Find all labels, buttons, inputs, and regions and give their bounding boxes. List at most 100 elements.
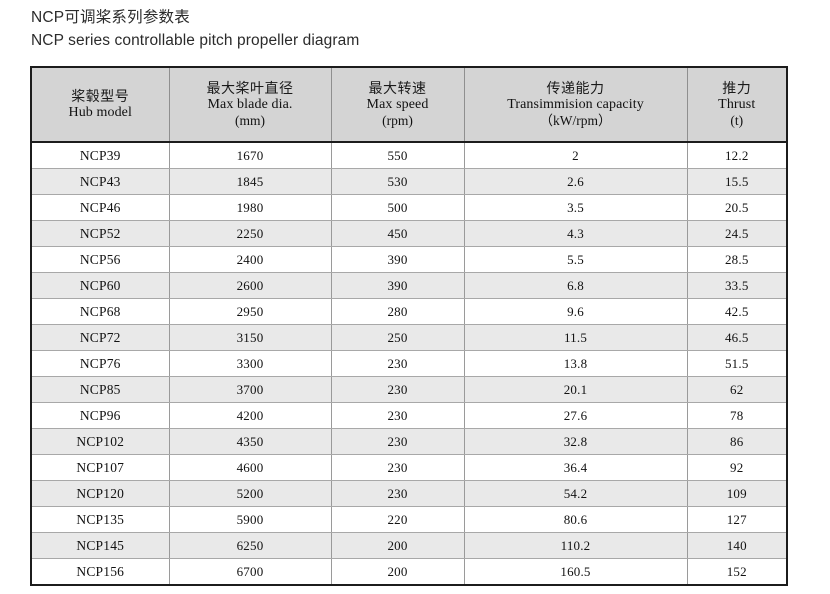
cell-max-speed: 230	[331, 480, 465, 507]
cell-thrust: 140	[687, 532, 787, 559]
table-row: NCP156 6700 200 160.5 152	[31, 558, 787, 585]
cell-max-blade-dia: 2950	[169, 298, 332, 325]
table-row: NCP85 3700 230 20.1 62	[31, 376, 787, 403]
cell-transmission-capacity: 3.5	[464, 194, 688, 221]
cell-hub-model: NCP120	[31, 480, 170, 507]
cell-max-speed: 450	[331, 220, 465, 247]
column-header-hub-model: 桨毂型号 Hub model	[31, 67, 170, 143]
cell-max-speed: 230	[331, 428, 465, 455]
cell-hub-model: NCP68	[31, 298, 170, 325]
cell-thrust: 20.5	[687, 194, 787, 221]
table-row: NCP102 4350 230 32.8 86	[31, 428, 787, 455]
column-header-max-speed-en: Max speed	[366, 97, 429, 112]
table-head: 桨毂型号 Hub model 最大桨叶直径 Max blade dia. (mm…	[31, 67, 787, 143]
cell-max-blade-dia: 5900	[169, 506, 332, 533]
cell-max-speed: 280	[331, 298, 465, 325]
cell-hub-model: NCP76	[31, 350, 170, 377]
column-header-max-speed-cn: 最大转速	[368, 80, 427, 96]
cell-max-speed: 220	[331, 506, 465, 533]
column-header-thrust-en: Thrust	[718, 97, 756, 112]
cell-max-blade-dia: 5200	[169, 480, 332, 507]
cell-max-blade-dia: 4350	[169, 428, 332, 455]
document-titles: NCP可调桨系列参数表 NCP series controllable pitc…	[31, 7, 731, 52]
table-row: NCP120 5200 230 54.2 109	[31, 480, 787, 507]
cell-transmission-capacity: 9.6	[464, 298, 688, 325]
cell-max-speed: 230	[331, 376, 465, 403]
cell-transmission-capacity: 110.2	[464, 532, 688, 559]
cell-max-speed: 250	[331, 324, 465, 351]
cell-max-blade-dia: 6700	[169, 558, 332, 585]
cell-transmission-capacity: 54.2	[464, 480, 688, 507]
column-header-max-blade-dia-cn: 最大桨叶直径	[206, 80, 294, 96]
cell-transmission-capacity: 80.6	[464, 506, 688, 533]
table-row: NCP135 5900 220 80.6 127	[31, 506, 787, 533]
cell-thrust: 46.5	[687, 324, 787, 351]
cell-thrust: 86	[687, 428, 787, 455]
cell-transmission-capacity: 5.5	[464, 246, 688, 273]
cell-hub-model: NCP60	[31, 272, 170, 299]
table-row: NCP39 1670 550 2 12.2	[31, 142, 787, 169]
column-header-transmission-capacity: 传递能力 Transimmision capacity （kW/rpm）	[464, 67, 688, 143]
cell-max-blade-dia: 6250	[169, 532, 332, 559]
cell-transmission-capacity: 2.6	[464, 168, 688, 195]
cell-max-blade-dia: 1980	[169, 194, 332, 221]
cell-thrust: 92	[687, 454, 787, 481]
cell-max-speed: 200	[331, 558, 465, 585]
page-title-cn: NCP可调桨系列参数表	[31, 9, 190, 26]
table-row: NCP60 2600 390 6.8 33.5	[31, 272, 787, 299]
column-header-transmission-capacity-en: Transimmision capacity	[507, 97, 644, 112]
cell-thrust: 42.5	[687, 298, 787, 325]
cell-max-speed: 200	[331, 532, 465, 559]
table-body: NCP39 1670 550 2 12.2 NCP43 1845 530 2.6 15.5 NCP4…	[31, 142, 787, 585]
spec-table-container: 桨毂型号 Hub model 最大桨叶直径 Max blade dia. (mm…	[30, 66, 788, 586]
header-row: 桨毂型号 Hub model 最大桨叶直径 Max blade dia. (mm…	[31, 67, 787, 143]
column-header-max-blade-dia-unit: (mm)	[235, 113, 265, 128]
cell-transmission-capacity: 4.3	[464, 220, 688, 247]
cell-transmission-capacity: 36.4	[464, 454, 688, 481]
column-header-max-blade-dia: 最大桨叶直径 Max blade dia. (mm)	[169, 67, 332, 143]
cell-max-speed: 500	[331, 194, 465, 221]
cell-max-speed: 550	[331, 142, 465, 169]
table-row: NCP107 4600 230 36.4 92	[31, 454, 787, 481]
cell-max-blade-dia: 2400	[169, 246, 332, 273]
cell-hub-model: NCP135	[31, 506, 170, 533]
table-row: NCP72 3150 250 11.5 46.5	[31, 324, 787, 351]
cell-hub-model: NCP46	[31, 194, 170, 221]
column-header-transmission-capacity-cn: 传递能力	[546, 80, 605, 96]
cell-max-blade-dia: 4600	[169, 454, 332, 481]
spec-table: 桨毂型号 Hub model 最大桨叶直径 Max blade dia. (mm…	[30, 66, 788, 586]
column-header-thrust-unit: (t)	[730, 113, 744, 128]
cell-max-blade-dia: 1670	[169, 142, 332, 169]
cell-thrust: 127	[687, 506, 787, 533]
cell-thrust: 109	[687, 480, 787, 507]
cell-max-speed: 390	[331, 246, 465, 273]
cell-max-speed: 230	[331, 350, 465, 377]
cell-max-blade-dia: 4200	[169, 402, 332, 429]
column-header-transmission-capacity-unit: （kW/rpm）	[539, 113, 612, 128]
cell-max-blade-dia: 1845	[169, 168, 332, 195]
page-title-en: NCP series controllable pitch propeller …	[31, 32, 360, 49]
cell-thrust: 15.5	[687, 168, 787, 195]
cell-hub-model: NCP72	[31, 324, 170, 351]
cell-transmission-capacity: 27.6	[464, 402, 688, 429]
cell-thrust: 28.5	[687, 246, 787, 273]
cell-hub-model: NCP56	[31, 246, 170, 273]
cell-transmission-capacity: 13.8	[464, 350, 688, 377]
cell-max-blade-dia: 3300	[169, 350, 332, 377]
cell-hub-model: NCP85	[31, 376, 170, 403]
cell-hub-model: NCP43	[31, 168, 170, 195]
table-row: NCP145 6250 200 110.2 140	[31, 532, 787, 559]
cell-thrust: 24.5	[687, 220, 787, 247]
cell-max-speed: 390	[331, 272, 465, 299]
column-header-max-speed: 最大转速 Max speed (rpm)	[331, 67, 465, 143]
cell-max-blade-dia: 3150	[169, 324, 332, 351]
column-header-hub-model-en: Hub model	[68, 105, 132, 120]
cell-transmission-capacity: 6.8	[464, 272, 688, 299]
cell-transmission-capacity: 32.8	[464, 428, 688, 455]
cell-hub-model: NCP107	[31, 454, 170, 481]
column-header-max-speed-unit: (rpm)	[382, 113, 413, 128]
cell-hub-model: NCP39	[31, 142, 170, 169]
cell-max-speed: 230	[331, 402, 465, 429]
column-header-thrust: 推力 Thrust (t)	[687, 67, 787, 143]
